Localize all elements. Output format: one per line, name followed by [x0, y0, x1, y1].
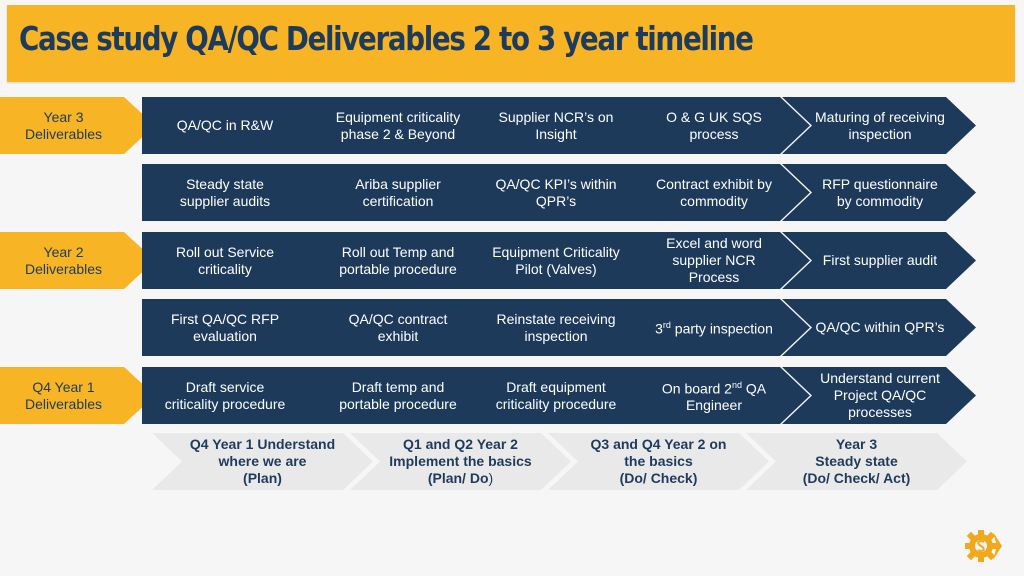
deliverable-chevron: Draft temp and portable procedure	[300, 367, 494, 424]
ordinal-rest: party inspection	[670, 320, 773, 337]
ordinal-suffix: nd	[731, 379, 742, 390]
phase-line: Q3 and Q4 Year 2 on	[590, 436, 727, 452]
deliverable-chevron: QA/QC contract exhibit	[300, 299, 494, 356]
deliverable-chevron: On board 2nd QA Engineer	[616, 367, 810, 424]
row-label-year3-text: Year 3 Deliverables	[24, 108, 103, 142]
deliverable-text: QA/QC KPI’s within QPR’s	[495, 175, 617, 209]
row-label-q4-year1: Q4 Year 1 Deliverables	[0, 367, 155, 424]
ordinal-suffix: rd	[662, 320, 671, 331]
phase-line: (Do/ Check/ Act)	[802, 470, 911, 486]
ordinal-rest: QA Engineer	[685, 380, 767, 414]
row-label-year2-text: Year 2 Deliverables	[24, 243, 103, 277]
deliverable-chevron: O & G UK SQS process	[616, 97, 810, 154]
phase-line: Year 3	[835, 436, 878, 452]
phase-line-bold: (Plan/ Do	[427, 470, 489, 486]
row-label-q4-year1-text: Q4 Year 1 Deliverables	[24, 378, 103, 412]
deliverable-text: O & G UK SQS process	[666, 108, 762, 142]
deliverable-chevron: Ariba supplier certification	[300, 164, 494, 221]
phase-line: Steady state	[815, 453, 898, 469]
deliverable-text: Understand current Project QA/QC process…	[820, 370, 940, 420]
deliverable-text: Contract exhibit by commodity	[656, 175, 772, 209]
deliverable-text: Roll out Service criticality	[175, 243, 275, 277]
deliverable-text: Excel and word supplier NCR Process	[666, 235, 762, 285]
phase-text: Q4 Year 1 Understand where we are (Plan)	[178, 436, 348, 487]
deliverable-text: First QA/QC RFP evaluation	[170, 310, 280, 344]
deliverable-chevron: Contract exhibit by commodity	[616, 164, 810, 221]
ordinal-prefix: On board 2	[661, 380, 732, 397]
deliverable-chevron: Roll out Service criticality	[142, 232, 336, 289]
phase-line: (Plan)	[243, 470, 282, 486]
deliverable-text: First supplier audit	[822, 252, 938, 268]
phase-line: Implement the basics	[389, 453, 532, 469]
deliverable-chevron: Equipment Criticality Pilot (Valves)	[458, 232, 652, 289]
phase-chevron: Q3 and Q4 Year 2 on the basics (Do/ Chec…	[548, 433, 769, 490]
deliverable-chevron: Steady state supplier audits	[142, 164, 336, 221]
phase-line: where we are	[218, 453, 307, 469]
deliverable-text: QA/QC contract exhibit	[348, 310, 448, 344]
phase-text: Q3 and Q4 Year 2 on the basics (Do/ Chec…	[574, 436, 744, 487]
deliverable-chevron: First supplier audit	[782, 232, 976, 289]
deliverable-text: QA/QC within QPR’s	[815, 319, 945, 335]
deliverable-text: QA/QC in R&W	[176, 117, 274, 133]
deliverable-chevron: First QA/QC RFP evaluation	[142, 299, 336, 356]
deliverable-text: Steady state supplier audits	[179, 175, 271, 209]
phase-chevron: Q4 Year 1 Understand where we are (Plan)	[152, 433, 373, 490]
deliverable-text: Draft service criticality procedure	[164, 378, 286, 412]
deliverable-chevron: Understand current Project QA/QC process…	[782, 367, 976, 424]
deliverable-chevron: Excel and word supplier NCR Process	[616, 232, 810, 289]
deliverable-chevron: Equipment criticality phase 2 & Beyond	[300, 97, 494, 154]
deliverable-text: Draft temp and portable procedure	[339, 378, 457, 412]
row-label-year2: Year 2 Deliverables	[0, 232, 155, 289]
deliverable-chevron: Supplier NCR’s on Insight	[458, 97, 652, 154]
phase-line: the basics	[624, 453, 693, 469]
deliverable-chevron: QA/QC in R&W	[142, 97, 336, 154]
phase-text: Year 3 Steady state (Do/ Check/ Act)	[772, 436, 942, 487]
ordinal-number: 3	[655, 320, 663, 337]
deliverable-chevron: QA/QC within QPR’s	[782, 299, 976, 356]
deliverable-chevron: Reinstate receiving inspection	[458, 299, 652, 356]
title-banner: Case study QA/QC Deliverables 2 to 3 yea…	[7, 5, 1015, 82]
phase-line: Q1 and Q2 Year 2	[403, 436, 518, 452]
deliverable-text-2nd-qa: On board 2nd QA Engineer	[649, 377, 779, 415]
phase-line: (Plan/ Do)	[376, 470, 546, 487]
deliverable-text: Reinstate receiving inspection	[496, 310, 616, 344]
gear-dollar-logo-icon	[965, 530, 1002, 562]
deliverable-chevron: 3rd party inspection	[616, 299, 810, 356]
deliverable-text: RFP questionnaire by commodity	[822, 175, 938, 209]
deliverable-text: Equipment Criticality Pilot (Valves)	[492, 243, 620, 277]
phase-chevron: Year 3 Steady state (Do/ Check/ Act)	[746, 433, 967, 490]
deliverable-chevron: Maturing of receiving inspection	[782, 97, 976, 154]
phase-chevron: Q1 and Q2 Year 2 Implement the basics (P…	[350, 433, 571, 490]
deliverable-text-3rd-party: 3rd party inspection	[649, 317, 779, 338]
phase-line-normal: )	[488, 470, 494, 486]
phase-line: (Do/ Check)	[619, 470, 698, 486]
deliverable-text: Draft equipment criticality procedure	[495, 378, 617, 412]
deliverable-text: Equipment criticality phase 2 & Beyond	[335, 108, 461, 142]
deliverable-chevron: RFP questionnaire by commodity	[782, 164, 976, 221]
row-label-year3: Year 3 Deliverables	[0, 97, 155, 154]
page-title: Case study QA/QC Deliverables 2 to 3 yea…	[19, 19, 754, 58]
deliverable-chevron: Roll out Temp and portable procedure	[300, 232, 494, 289]
deliverable-text: Roll out Temp and portable procedure	[339, 243, 457, 277]
deliverable-chevron: Draft equipment criticality procedure	[458, 367, 652, 424]
deliverable-text: Ariba supplier certification	[355, 175, 441, 209]
phase-line: Q4 Year 1 Understand	[189, 436, 336, 452]
deliverable-chevron: QA/QC KPI’s within QPR’s	[458, 164, 652, 221]
deliverable-text: Supplier NCR’s on Insight	[498, 108, 614, 142]
phase-text: Q1 and Q2 Year 2 Implement the basics (P…	[376, 436, 546, 487]
deliverable-text: Maturing of receiving inspection	[815, 108, 945, 142]
deliverable-chevron: Draft service criticality procedure	[142, 367, 336, 424]
